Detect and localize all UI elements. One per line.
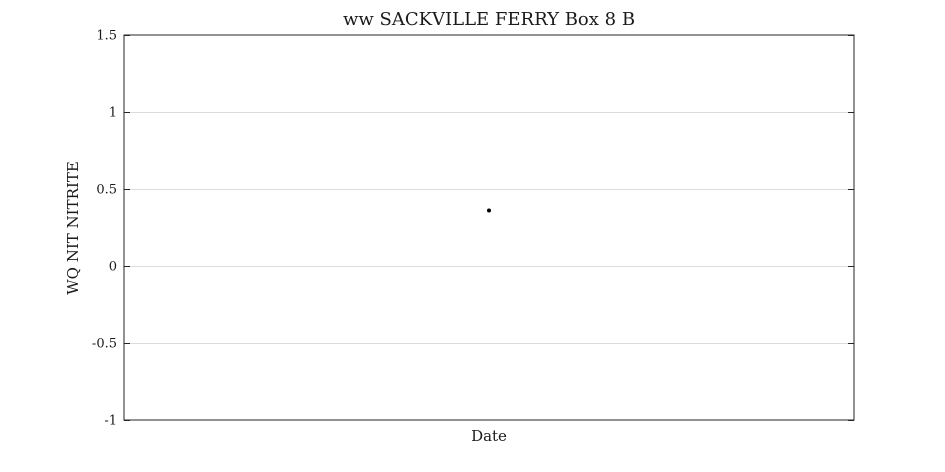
y-tick-label: 0 (109, 260, 117, 275)
y-axis-ticks: -1 -0.5 0 0.5 1 1.5 (92, 29, 854, 429)
y-tick-label: -1 (104, 414, 117, 429)
data-point (487, 208, 491, 213)
y-tick-label: 1.5 (96, 29, 117, 44)
y-tick-label: 1 (109, 106, 117, 121)
plot-background (124, 35, 854, 420)
grid-lines (124, 112, 854, 344)
chart-title: ww SACKVILLE FERRY Box 8 B (343, 9, 635, 30)
y-tick-label: -0.5 (92, 337, 117, 352)
data-points (487, 208, 491, 213)
x-axis-label: Date (471, 427, 507, 445)
y-axis-label: WQ NIT NITRITE (64, 161, 82, 295)
plot-frame (123, 34, 855, 421)
y-tick-label: 0.5 (96, 183, 117, 198)
